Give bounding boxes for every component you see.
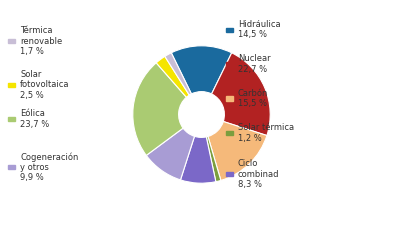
Wedge shape — [156, 56, 189, 97]
Text: Térmica
renovable
1,7 %: Térmica renovable 1,7 % — [20, 26, 62, 56]
Wedge shape — [133, 63, 187, 155]
Wedge shape — [146, 128, 195, 180]
Text: Ciclo
combinad
8,3 %: Ciclo combinad 8,3 % — [238, 159, 279, 189]
Wedge shape — [181, 136, 216, 183]
Text: Hidráulica
14,5 %: Hidráulica 14,5 % — [238, 20, 280, 39]
Text: Solar
fotovoltaica
2,5 %: Solar fotovoltaica 2,5 % — [20, 70, 70, 100]
Wedge shape — [208, 122, 267, 180]
Text: Solar térmica
1,2 %: Solar térmica 1,2 % — [238, 123, 294, 142]
Text: Carbón
15,5 %: Carbón 15,5 % — [238, 89, 268, 108]
Wedge shape — [171, 46, 232, 94]
Text: Nuclear
22,7 %: Nuclear 22,7 % — [238, 55, 270, 74]
Wedge shape — [206, 136, 221, 182]
Wedge shape — [165, 53, 191, 95]
Text: Cogeneración
y otros
9,9 %: Cogeneración y otros 9,9 % — [20, 152, 79, 182]
Text: Eólica
23,7 %: Eólica 23,7 % — [20, 109, 50, 129]
Wedge shape — [212, 53, 270, 136]
